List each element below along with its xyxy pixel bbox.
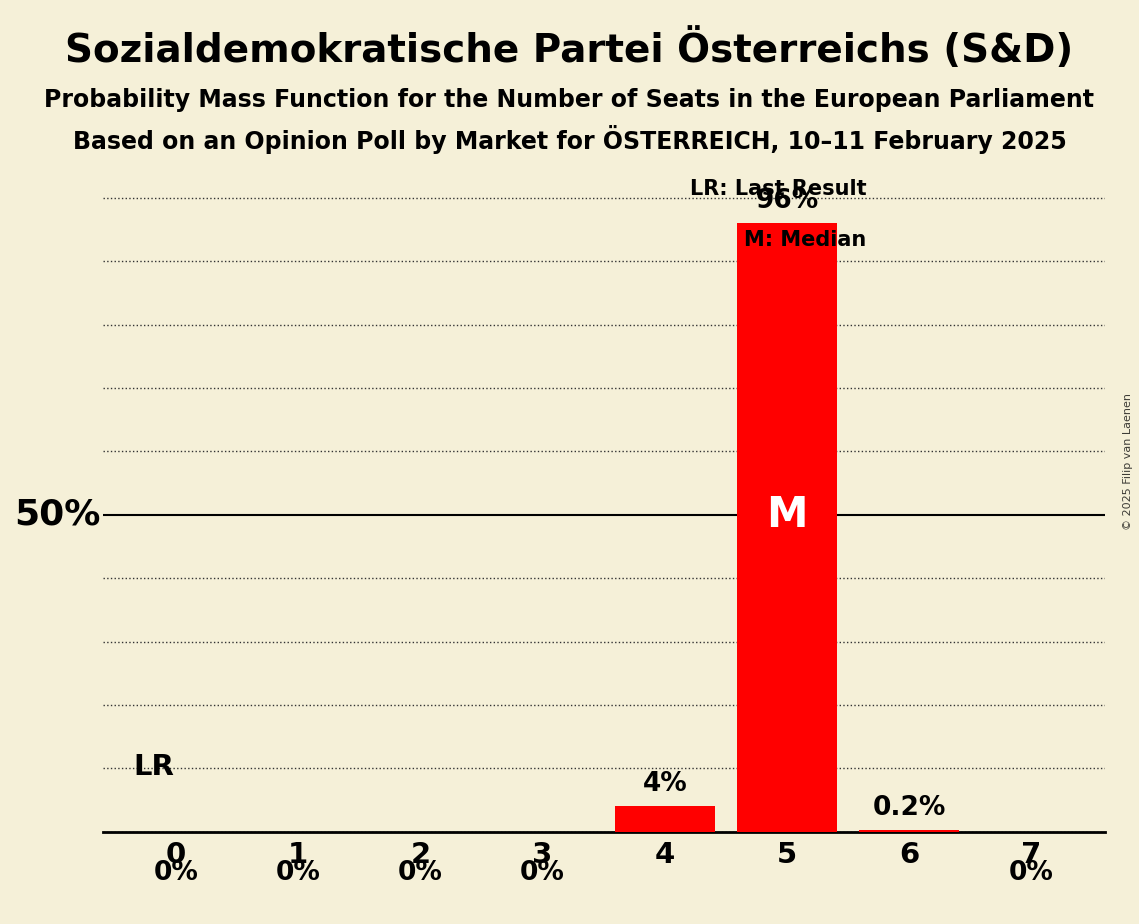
Text: M: M (767, 493, 808, 536)
Text: LR: LR (133, 753, 174, 781)
Bar (615, 807, 715, 832)
Text: 0%: 0% (276, 860, 320, 886)
Text: 0%: 0% (154, 860, 198, 886)
Text: Probability Mass Function for the Number of Seats in the European Parliament: Probability Mass Function for the Number… (44, 88, 1095, 112)
Text: Sozialdemokratische Partei Österreichs (S&D): Sozialdemokratische Partei Österreichs (… (65, 28, 1074, 69)
Bar (737, 224, 837, 832)
Text: 4%: 4% (642, 771, 687, 796)
Text: 50%: 50% (14, 498, 100, 532)
Text: 0%: 0% (521, 860, 565, 886)
Text: 0%: 0% (1009, 860, 1054, 886)
Text: M: Median: M: Median (744, 230, 867, 249)
Text: LR: Last Result: LR: Last Result (690, 179, 867, 199)
Text: 0.2%: 0.2% (872, 795, 947, 821)
Text: 0%: 0% (398, 860, 443, 886)
Text: 96%: 96% (755, 188, 819, 213)
Text: Based on an Opinion Poll by Market for ÖSTERREICH, 10–11 February 2025: Based on an Opinion Poll by Market for Ö… (73, 125, 1066, 153)
Text: © 2025 Filip van Laenen: © 2025 Filip van Laenen (1123, 394, 1133, 530)
Bar (859, 831, 959, 832)
